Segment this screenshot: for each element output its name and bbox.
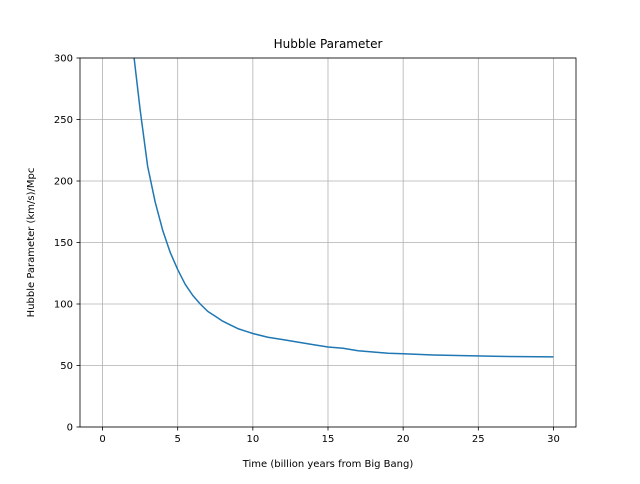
chart-title: Hubble Parameter — [274, 37, 383, 51]
y-tick-label: 50 — [60, 361, 73, 372]
data-layer — [133, 58, 554, 358]
y-tick-label: 150 — [54, 238, 73, 249]
x-tick-label: 15 — [322, 434, 335, 445]
x-tick-label: 5 — [175, 434, 181, 445]
x-tick-label: 20 — [397, 434, 410, 445]
y-tick-label: 100 — [54, 300, 73, 311]
y-tick-label: 0 — [67, 423, 73, 434]
y-axis-label: Hubble Parameter (km/s)/Mpc — [26, 168, 37, 318]
x-axis-label: Time (billion years from Big Bang) — [242, 459, 414, 470]
x-tick-label: 25 — [472, 434, 485, 445]
x-tick-label: 0 — [99, 434, 105, 445]
x-tick-label: 30 — [547, 434, 560, 445]
y-tick-label: 250 — [54, 115, 73, 126]
series-line — [133, 58, 554, 358]
grid-lines — [80, 57, 576, 428]
x-tick-label: 10 — [246, 434, 259, 445]
y-tick-label: 200 — [54, 177, 73, 188]
y-tick-label: 300 — [54, 54, 73, 65]
